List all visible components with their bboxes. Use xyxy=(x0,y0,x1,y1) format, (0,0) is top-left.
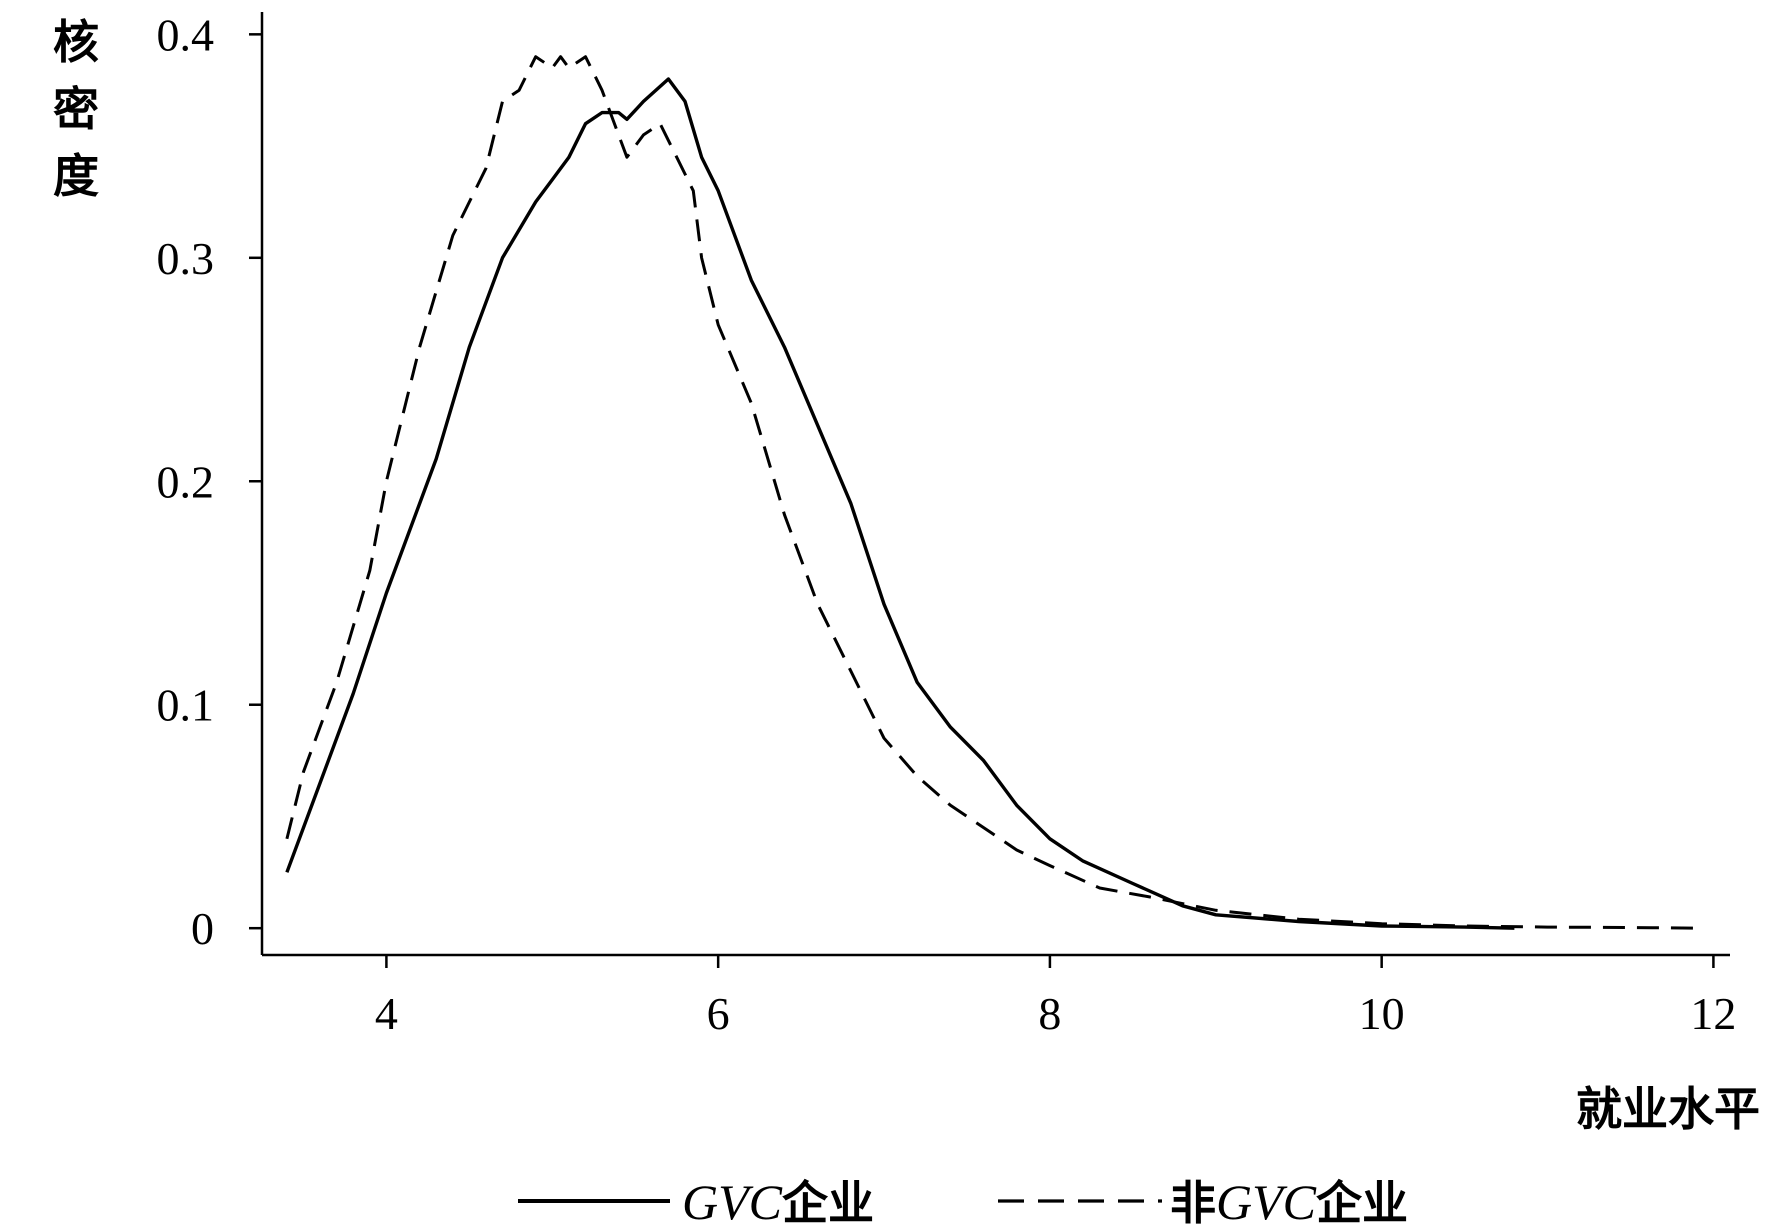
y-axis-title: 核密度 xyxy=(53,15,99,203)
x-tick-label: 6 xyxy=(707,988,730,1039)
x-tick-label: 8 xyxy=(1038,988,1061,1039)
y-axis-ticks: 0 0.1 0.2 0.3 0.4 xyxy=(157,9,262,954)
legend-label-gvc-latin: GVC xyxy=(682,1174,783,1230)
y-axis-title-char: 密 xyxy=(53,82,99,136)
y-tick-label: 0 xyxy=(191,903,214,954)
x-axis-title: 就业水平 xyxy=(1576,1082,1760,1136)
legend-label-non-gvc-latin: GVC xyxy=(1216,1174,1317,1230)
legend-label-non-gvc-cjk: 企业 xyxy=(1316,1176,1408,1230)
legend-label-non-gvc: 非GVC企业 xyxy=(1170,1174,1408,1230)
x-axis-ticks: 4 6 8 10 12 xyxy=(375,955,1736,1039)
axes xyxy=(260,12,1730,957)
y-tick-label: 0.3 xyxy=(157,233,215,284)
y-axis-title-char: 度 xyxy=(53,149,99,203)
y-axis-title-char: 核 xyxy=(53,15,99,69)
series-lines xyxy=(285,55,1697,930)
legend: GVC企业 非GVC企业 xyxy=(518,1174,1408,1230)
y-tick-label: 0.2 xyxy=(157,456,215,507)
legend-label-gvc: GVC企业 xyxy=(682,1174,874,1230)
legend-label-non-gvc-prefix: 非 xyxy=(1170,1176,1216,1230)
legend-label-gvc-cjk: 企业 xyxy=(782,1176,874,1230)
gvc-density-line xyxy=(285,77,1515,930)
x-tick-label: 10 xyxy=(1359,988,1405,1039)
x-tick-label: 4 xyxy=(375,988,398,1039)
y-tick-label: 0.1 xyxy=(157,680,215,731)
y-tick-label: 0.4 xyxy=(157,9,215,60)
non-gvc-density-line xyxy=(285,55,1697,930)
x-tick-label: 12 xyxy=(1690,988,1736,1039)
